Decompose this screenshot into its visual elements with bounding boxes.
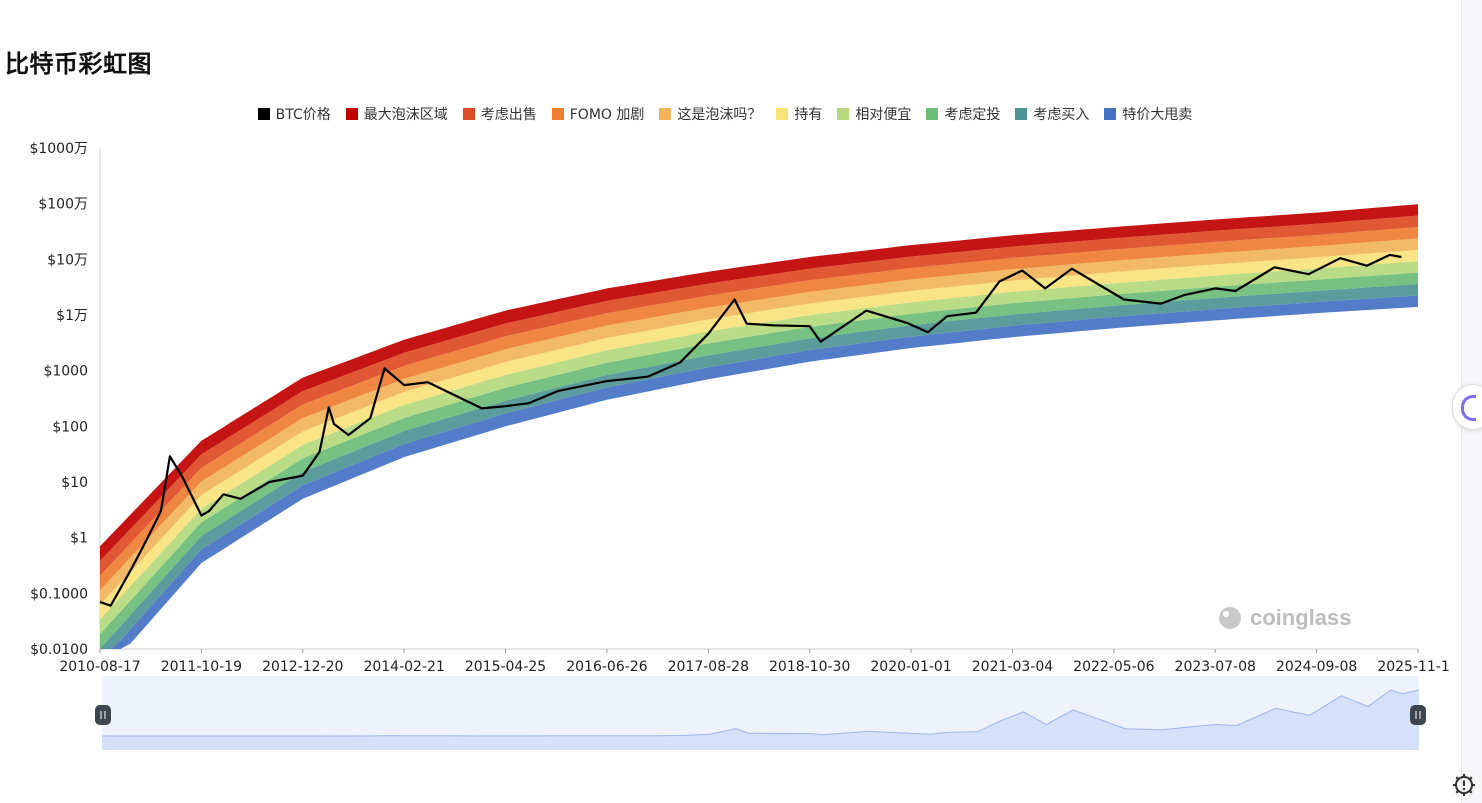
y-tick-label: $1000万 (29, 141, 88, 157)
legend-swatch (1104, 108, 1117, 120)
legend-swatch (776, 108, 789, 120)
x-tick-label: 2020-01-01 (870, 659, 951, 675)
page-title: 比特币彩虹图 (5, 50, 152, 78)
x-tick-label: 2025-11-10 (1377, 659, 1450, 675)
legend-swatch (659, 108, 672, 120)
x-tick-label: 2014-02-21 (363, 659, 444, 675)
legend-swatch (926, 108, 939, 120)
chart-legend: BTC价格 最大泡沫区域 考虑出售 FOMO 加剧 这是泡沫吗？ 持有 相对便宜 考虑定投 考虑… (0, 104, 1450, 124)
side-panel-toggle[interactable] (1452, 384, 1482, 430)
legend-item[interactable]: 考虑定投 (926, 104, 1000, 124)
rainbow-band (100, 215, 1418, 576)
navigator-handle-grip (95, 705, 111, 725)
settings-gear-icon[interactable] (1450, 771, 1478, 799)
legend-swatch (257, 108, 270, 120)
legend-label: FOMO 加剧 (569, 107, 645, 123)
btc-price-line (99, 253, 1402, 607)
legend-swatch (551, 108, 564, 120)
legend-item[interactable]: 这是泡沫吗？ (659, 104, 761, 124)
y-tick-label: $0.1000 (30, 586, 88, 602)
x-tick-label: 2022-05-06 (1073, 659, 1154, 675)
legend-label: 考虑买入 (1033, 107, 1090, 123)
coinglass-watermark: coinglass (1219, 605, 1351, 630)
x-tick-label: 2012-12-20 (262, 659, 343, 675)
panel-toggle-icon (1461, 395, 1476, 421)
x-tick-label: 2016-06-26 (566, 659, 647, 675)
legend-item[interactable]: FOMO 加剧 (551, 104, 645, 124)
x-tick-label: 2021-03-04 (972, 659, 1053, 675)
legend-item[interactable]: 相对便宜 (837, 104, 911, 124)
legend-swatch (462, 108, 475, 120)
legend-item[interactable]: BTC价格 (257, 104, 331, 124)
y-tick-label: $1000 (43, 364, 88, 380)
legend-swatch (837, 108, 850, 120)
legend-label: 相对便宜 (855, 107, 912, 123)
x-tick-label: 2010-08-17 (59, 659, 140, 675)
x-tick-label: 2015-04-25 (465, 659, 546, 675)
legend-label: 最大泡沫区域 (363, 107, 448, 123)
navigator-line (102, 689, 1420, 737)
legend-item[interactable]: 持有 (776, 104, 822, 124)
legend-item[interactable]: 考虑出售 (462, 104, 537, 124)
page-right-scroll-region[interactable] (1452, 0, 1482, 803)
y-tick-label: $0.0100 (30, 642, 88, 658)
navigator-handle-grip (1410, 705, 1426, 725)
legend-swatch (345, 108, 358, 120)
watermark-text: coinglass (1250, 605, 1351, 630)
y-tick-label: $10万 (47, 252, 88, 268)
rainbow-band (100, 295, 1418, 649)
x-tick-label: 2017-08-28 (668, 659, 749, 675)
y-tick-label: $1 (70, 531, 88, 547)
x-tick-label: 2024-09-08 (1276, 659, 1357, 675)
legend-label: 持有 (794, 107, 823, 123)
rainbow-band (100, 284, 1418, 649)
legend-label: BTC价格 (275, 107, 331, 123)
x-tick-label: 2018-10-30 (769, 659, 850, 675)
legend-item[interactable]: 特价大甩卖 (1104, 104, 1192, 124)
y-tick-label: $100万 (38, 197, 88, 213)
rainbow-band (100, 204, 1418, 561)
x-tick-label: 2023-07-08 (1175, 659, 1256, 675)
rainbow-band (100, 227, 1418, 591)
legend-item[interactable]: 考虑买入 (1015, 104, 1089, 124)
legend-label: 考虑定投 (944, 107, 1001, 123)
rainbow-chart: $0.0100 $0.1000 $1 $10 $100 $1000 $1万 $10万 $100万… (29, 141, 1450, 750)
navigator-handle[interactable] (95, 705, 111, 725)
x-tick-label: 2011-10-19 (161, 659, 242, 675)
coinglass-logo-icon (1219, 607, 1241, 629)
y-tick-label: $10 (61, 475, 88, 491)
legend-label: 考虑出售 (480, 107, 537, 123)
legend-item[interactable]: 最大泡沫区域 (345, 104, 448, 124)
legend-swatch (1015, 108, 1028, 120)
coinglass-logo-eye (1223, 611, 1229, 617)
legend-label: 特价大甩卖 (1122, 107, 1193, 123)
y-tick-label: $1万 (56, 308, 88, 324)
legend-label: 这是泡沫吗？ (677, 107, 762, 123)
navigator-handle[interactable] (1410, 705, 1426, 725)
navigator-area (102, 690, 1419, 750)
y-tick-label: $100 (52, 419, 88, 435)
